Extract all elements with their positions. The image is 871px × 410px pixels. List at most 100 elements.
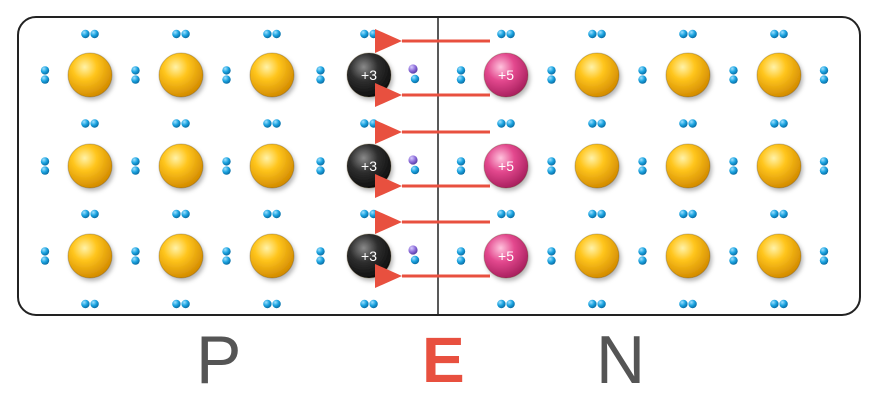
electron — [729, 157, 738, 166]
electron-pair-icon — [770, 119, 788, 128]
electron — [638, 157, 647, 166]
electron — [369, 299, 378, 309]
silicon-atom — [249, 143, 295, 189]
electron — [456, 66, 466, 75]
electron — [729, 256, 738, 265]
silicon-atom — [756, 52, 802, 98]
electron — [172, 209, 181, 219]
donor-charge-label: +5 — [498, 158, 514, 174]
electron-pair-icon — [679, 209, 697, 219]
electron — [81, 29, 90, 39]
electron — [506, 29, 515, 39]
acceptor-charge-label: +3 — [361, 67, 377, 83]
electron — [40, 75, 50, 84]
electron — [819, 75, 829, 84]
electron — [181, 299, 190, 309]
electron-pair-icon — [222, 66, 231, 84]
acceptor-ion: +3 — [346, 143, 392, 189]
electron-pair-icon — [131, 247, 140, 265]
electron-pair-icon — [263, 119, 281, 128]
electron — [222, 256, 231, 265]
electron-pair-icon — [497, 299, 515, 309]
crystal-lattice: +3 +5 +3 +5 +3 +5 — [40, 29, 829, 309]
electron-pair-icon — [131, 66, 140, 84]
electron — [779, 29, 788, 39]
electron — [360, 29, 369, 39]
acceptor-charge-label: +3 — [361, 158, 377, 174]
electron-pair-icon — [316, 157, 325, 175]
electron — [316, 256, 325, 265]
electron — [819, 247, 829, 256]
electron — [263, 209, 272, 219]
electron-pair-icon — [679, 299, 697, 309]
electron-pair-icon — [263, 29, 281, 39]
electron — [547, 157, 556, 166]
electron — [588, 119, 597, 128]
silicon-atom — [665, 233, 711, 279]
electron — [369, 119, 378, 128]
silicon-atom — [756, 143, 802, 189]
electron-pair-icon — [497, 29, 515, 39]
silicon-atom — [574, 143, 620, 189]
electron-pair-icon — [263, 209, 281, 219]
electron — [547, 66, 556, 75]
electron — [597, 209, 606, 219]
silicon-atom — [574, 52, 620, 98]
electron — [369, 209, 378, 219]
electron-pair-icon — [222, 247, 231, 265]
electron — [547, 247, 556, 256]
electron — [172, 29, 181, 39]
electron — [729, 66, 738, 75]
electron-pair-icon — [638, 66, 647, 84]
electron — [131, 157, 140, 166]
donor-charge-label: +5 — [498, 67, 514, 83]
silicon-atom — [665, 52, 711, 98]
donor-ion: +5 — [483, 233, 529, 279]
electron — [131, 247, 140, 256]
silicon-atom — [574, 233, 620, 279]
electron — [597, 29, 606, 39]
electron — [638, 75, 647, 84]
electron-pair-icon — [172, 119, 190, 128]
electron-pair-icon — [588, 119, 606, 128]
electron — [588, 209, 597, 219]
electron — [456, 157, 466, 166]
electron — [506, 209, 515, 219]
electron-pair-icon — [222, 157, 231, 175]
electron — [779, 299, 788, 309]
electron-pair-icon — [316, 247, 325, 265]
electron — [638, 256, 647, 265]
silicon-atom — [67, 52, 113, 98]
electron-pair-icon — [497, 209, 515, 219]
electron — [90, 209, 99, 219]
electron — [779, 119, 788, 128]
electron — [272, 209, 281, 219]
electron — [181, 119, 190, 128]
electron-pair-icon — [360, 299, 378, 309]
electron — [40, 256, 50, 265]
electron-pair-icon — [316, 66, 325, 84]
electron-pair-icon — [172, 29, 190, 39]
electron — [819, 256, 829, 265]
electron — [410, 255, 420, 265]
electron — [40, 66, 50, 75]
electron-pair-icon — [81, 29, 99, 39]
electron — [131, 166, 140, 175]
electron — [588, 299, 597, 309]
electron-pair-icon — [638, 247, 647, 265]
electron — [770, 209, 779, 219]
electron — [360, 119, 369, 128]
silicon-atom — [158, 143, 204, 189]
electron — [638, 247, 647, 256]
electron-pair-icon — [40, 157, 50, 175]
electron-pair-icon — [131, 157, 140, 175]
electron — [222, 75, 231, 84]
silicon-atom — [249, 233, 295, 279]
electron-pair-icon — [497, 119, 515, 128]
electron — [90, 29, 99, 39]
electron — [316, 247, 325, 256]
electron — [770, 119, 779, 128]
electron — [263, 29, 272, 39]
electron — [770, 299, 779, 309]
acceptor-ion: +3 — [346, 233, 392, 279]
